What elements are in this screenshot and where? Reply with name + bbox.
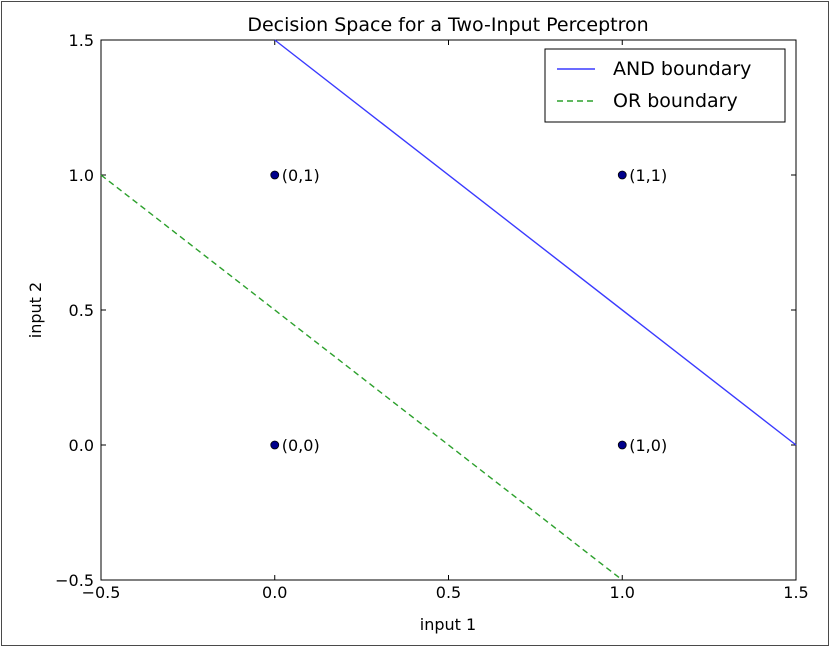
y-tick-label: −0.5 [55, 571, 94, 590]
y-tick-label: 1.0 [69, 166, 94, 185]
y-tick-label: 0.5 [69, 301, 94, 320]
point-label: (1,0) [629, 436, 667, 455]
axis-ticks: −0.5 0.0 0.5 1.0 1.5 −0.5 0.0 0.5 1.0 1.5 [55, 31, 809, 602]
legend-label-or: OR boundary [613, 90, 738, 112]
plot-area [100, 39, 797, 581]
x-tick-label: −0.5 [82, 583, 121, 602]
point-label: (1,1) [629, 166, 667, 185]
data-point [270, 170, 280, 180]
x-tick-label: 0.0 [262, 583, 287, 602]
x-axis-label: input 1 [420, 615, 476, 634]
legend-box [544, 48, 786, 123]
or-boundary-line [100, 174, 623, 581]
y-tick-label: 1.5 [69, 31, 94, 50]
x-tick-label: 1.0 [610, 583, 635, 602]
and-boundary-line [274, 39, 797, 446]
data-point [270, 440, 280, 450]
y-axis-label: input 2 [26, 282, 45, 338]
point-label: (0,1) [282, 166, 320, 185]
chart-title: Decision Space for a Two-Input Perceptro… [247, 14, 648, 36]
legend-label-and: AND boundary [613, 58, 751, 80]
x-tick-label: 0.5 [436, 583, 461, 602]
legend: AND boundary OR boundary [544, 48, 786, 123]
data-point [617, 440, 627, 450]
x-tick-label: 1.5 [783, 583, 808, 602]
series-lines [100, 39, 797, 581]
data-points: (0,0) (0,1) (1,0) (1,1) [270, 166, 667, 455]
y-tick-label: 0.0 [69, 436, 94, 455]
data-point [617, 170, 627, 180]
point-label: (0,0) [282, 436, 320, 455]
